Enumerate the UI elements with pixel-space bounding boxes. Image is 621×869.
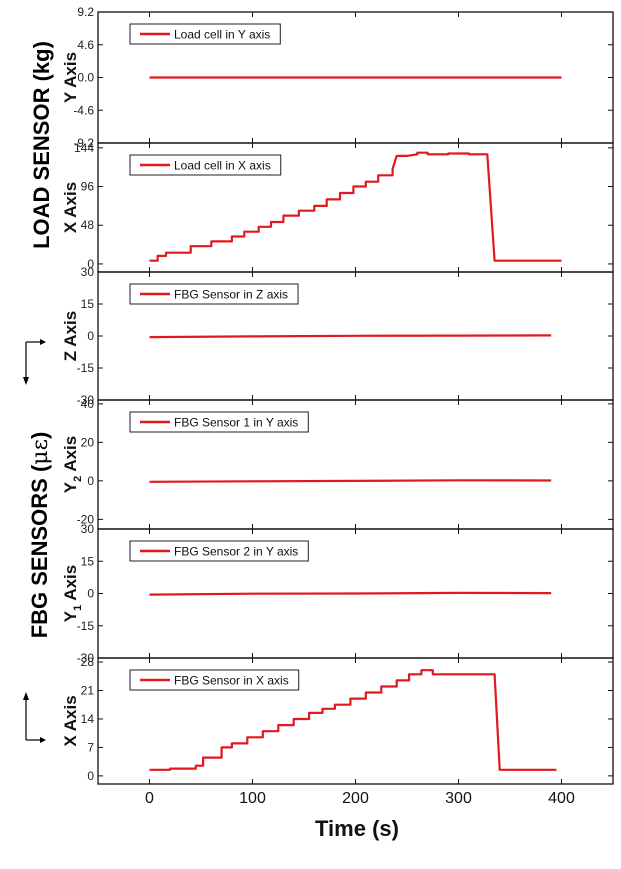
- y-tick-label: 0.0: [77, 71, 94, 85]
- series-line: [149, 591, 552, 596]
- legend-label: FBG Sensor 2 in Y axis: [174, 545, 298, 559]
- fbg-sensors-group-label: FBG SENSORS (με): [27, 432, 53, 639]
- legend-label: Load cell in X axis: [174, 159, 271, 173]
- x-tick-label: 200: [342, 790, 369, 807]
- load-sensor-group-label: LOAD SENSOR (kg): [29, 41, 54, 249]
- y-axis-label-sub: 1: [72, 605, 84, 611]
- y-tick-label: -4.6: [73, 103, 94, 117]
- y-tick-label: 96: [81, 180, 95, 194]
- y-axis-label-main: Z Axis: [61, 311, 80, 361]
- y-axis-label-sub: 2: [72, 476, 84, 482]
- panel-5: 28 21 14 7 0 X Axis FBG Sensor in X axis: [61, 655, 614, 785]
- x-tick-label: 0: [145, 790, 154, 807]
- legend-box: [129, 154, 282, 176]
- y-axis-label-suffix: Axis: [61, 436, 80, 476]
- y-tick-label: 0: [87, 329, 94, 343]
- y-tick-label: 4.6: [77, 38, 94, 52]
- legend: Load cell in X axis: [129, 154, 282, 176]
- legend-label: FBG Sensor in Z axis: [174, 288, 288, 302]
- panel-3: 40 20 0 -20 Y2 Axis FBG Sensor 1 in Y axis: [61, 397, 614, 530]
- panel-1: 144 96 48 0 X Axis Load cell in X axis: [61, 141, 614, 273]
- fbg-group-prefix: FBG SENSORS (: [27, 464, 52, 638]
- y-tick-label: 0: [87, 587, 94, 601]
- y-axis-label-main: X Axis: [61, 695, 80, 746]
- y-axis-label-suffix: Axis: [61, 565, 80, 605]
- y-axis-label: X Axis: [61, 695, 80, 746]
- y-tick-label: -15: [77, 361, 95, 375]
- fbg-bracket-arrowheads: [23, 339, 46, 743]
- fbg-bracket-arrows: [25, 341, 40, 741]
- legend-box: [129, 669, 300, 691]
- panel-4: 30 15 0 -15 -30 Y1 Axis FBG Sensor 2 in Y axis: [61, 522, 614, 665]
- y-tick-label: 144: [74, 141, 94, 155]
- series-line: [149, 334, 552, 339]
- legend-label: Load cell in Y axis: [174, 28, 270, 42]
- y-axis-label-main: Y: [61, 481, 80, 493]
- x-axis: 0 100 200 300 400: [145, 790, 575, 807]
- series-line: [149, 151, 562, 262]
- legend-box: [129, 283, 299, 305]
- y-tick-label: 15: [81, 554, 95, 568]
- y-tick-label: 30: [81, 265, 95, 279]
- y-tick-label: 15: [81, 297, 95, 311]
- y-tick-label: -30: [77, 651, 95, 665]
- legend: Load cell in Y axis: [129, 23, 281, 45]
- legend: FBG Sensor in Z axis: [129, 283, 299, 305]
- y-tick-label: 0: [87, 769, 94, 783]
- series-line: [149, 669, 557, 771]
- y-tick-label: 0: [87, 257, 94, 271]
- y-tick-label: 7: [87, 740, 94, 754]
- y-tick-label: -15: [77, 619, 95, 633]
- y-tick-label: -30: [77, 393, 95, 407]
- y-tick-label: 48: [81, 218, 95, 232]
- panel-2: 30 15 0 -15 -30 Z Axis FBG Sensor in Z axis: [61, 265, 614, 407]
- legend: FBG Sensor 1 in Y axis: [129, 411, 309, 433]
- legend-label: FBG Sensor in X axis: [174, 674, 289, 688]
- y-tick-label: 21: [81, 684, 95, 698]
- legend-box: [129, 540, 309, 562]
- y-axis-label: Y1 Axis: [61, 565, 84, 622]
- y-axis-label: Y Axis: [61, 52, 80, 103]
- y-axis-label-main: Y: [61, 610, 80, 622]
- y-tick-label: 0: [87, 474, 94, 488]
- y-axis-label: X Axis: [61, 182, 80, 233]
- y-axis-label-main: X Axis: [61, 182, 80, 233]
- y-tick-label: 28: [81, 655, 95, 669]
- x-tick-label: 400: [548, 790, 575, 807]
- legend-box: [129, 23, 281, 45]
- panel-0: 9.2 4.6 0.0 -4.6 -9.2 Y Axis Load cell in Y ax…: [61, 5, 614, 150]
- y-axis-label: Y2 Axis: [61, 436, 84, 493]
- y-tick-label: 30: [81, 522, 95, 536]
- legend-label: FBG Sensor 1 in Y axis: [174, 416, 298, 430]
- group-labels: LOAD SENSOR (kg) FBG SENSORS (με): [23, 41, 54, 743]
- y-tick-label: 20: [81, 435, 95, 449]
- x-axis-label: Time (s): [315, 816, 399, 841]
- series-line: [149, 479, 552, 483]
- fbg-group-unit: με: [28, 439, 53, 465]
- legend-box: [129, 411, 309, 433]
- legend: FBG Sensor 2 in Y axis: [129, 540, 309, 562]
- chart-panels: 9.2 4.6 0.0 -4.6 -9.2 Y Axis Load cell in Y ax…: [61, 5, 614, 785]
- y-axis-label-main: Y Axis: [61, 52, 80, 103]
- y-tick-label: 40: [81, 397, 95, 411]
- y-axis-label: Z Axis: [61, 311, 80, 361]
- y-tick-label: 9.2: [77, 5, 94, 19]
- fbg-group-suffix: ): [27, 432, 52, 439]
- legend: FBG Sensor in X axis: [129, 669, 300, 691]
- y-tick-label: -20: [77, 512, 95, 526]
- y-tick-label: 14: [81, 712, 95, 726]
- x-tick-label: 300: [445, 790, 472, 807]
- y-tick-label: -9.2: [73, 136, 94, 150]
- x-tick-label: 100: [239, 790, 266, 807]
